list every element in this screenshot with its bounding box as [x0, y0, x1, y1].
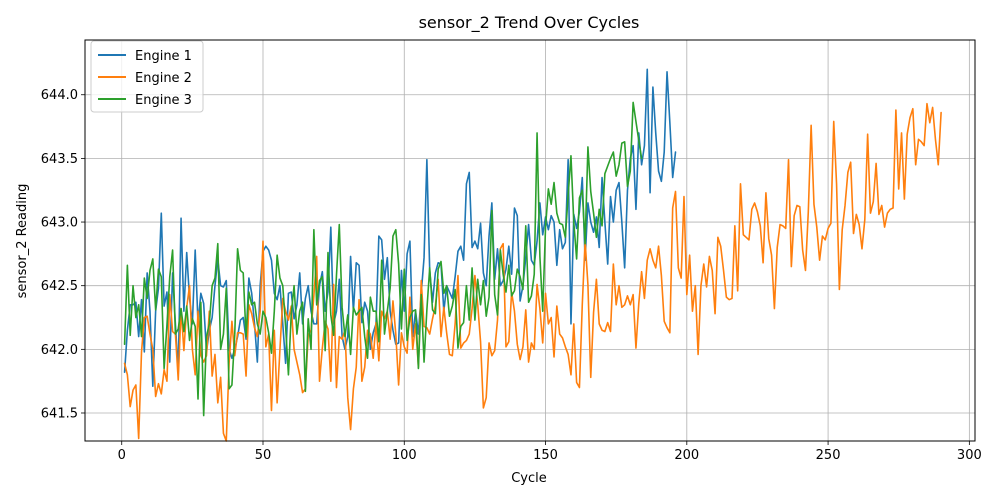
series-layer — [123, 68, 942, 442]
chart-title: sensor_2 Trend Over Cycles — [419, 13, 640, 33]
axis-ticks: 0 50 100 150 200 250 300 641.5 642.0 642.5 643.0 64… — [41, 88, 982, 463]
y-axis-title: sensor_2 Reading — [15, 184, 30, 299]
x-tick-label: 50 — [255, 448, 272, 463]
x-tick-label: 150 — [533, 448, 558, 463]
y-tick-label: 641.5 — [41, 406, 78, 421]
x-axis-title: Cycle — [511, 471, 547, 486]
legend-label-engine-3: Engine 3 — [135, 93, 192, 108]
y-tick-label: 642.0 — [41, 343, 78, 358]
plot-frame — [84, 39, 976, 442]
y-tick-label: 643.5 — [41, 152, 78, 167]
x-tick-label: 200 — [674, 448, 699, 463]
y-tick-label: 643.0 — [41, 216, 78, 231]
x-tick-label: 300 — [957, 448, 982, 463]
series-line-engine-2 — [123, 102, 942, 442]
legend-label-engine-1: Engine 1 — [135, 49, 192, 64]
y-tick-label: 642.5 — [41, 279, 78, 294]
x-tick-label: 250 — [816, 448, 841, 463]
series-line-engine-3 — [123, 101, 643, 417]
x-tick-label: 100 — [392, 448, 417, 463]
x-tick-label: 0 — [118, 448, 126, 463]
legend: Engine 1 Engine 2 Engine 3 — [90, 40, 204, 113]
y-tick-label: 644.0 — [41, 88, 78, 103]
legend-label-engine-2: Engine 2 — [135, 71, 192, 86]
legend-box — [90, 40, 204, 113]
